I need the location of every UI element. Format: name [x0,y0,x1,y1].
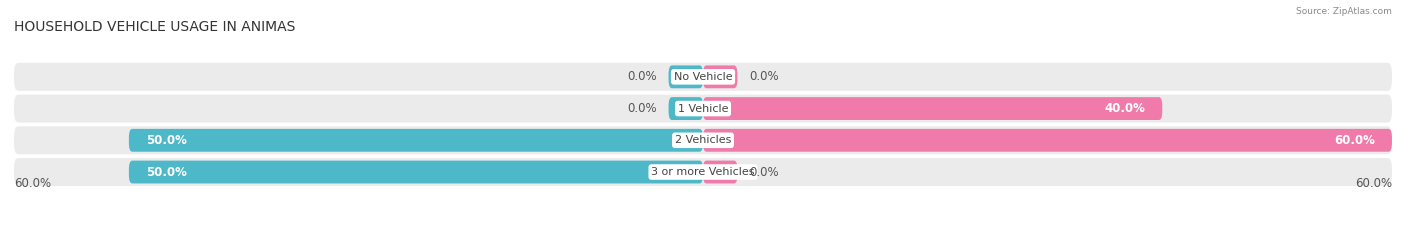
FancyBboxPatch shape [669,97,703,120]
Text: 60.0%: 60.0% [1355,177,1392,190]
Text: 0.0%: 0.0% [749,70,779,83]
FancyBboxPatch shape [14,63,1392,91]
FancyBboxPatch shape [703,65,738,88]
FancyBboxPatch shape [669,65,703,88]
Text: 0.0%: 0.0% [627,70,657,83]
Text: HOUSEHOLD VEHICLE USAGE IN ANIMAS: HOUSEHOLD VEHICLE USAGE IN ANIMAS [14,20,295,34]
Text: 0.0%: 0.0% [627,102,657,115]
FancyBboxPatch shape [14,126,1392,154]
FancyBboxPatch shape [703,161,738,183]
FancyBboxPatch shape [14,158,1392,186]
Text: 60.0%: 60.0% [1334,134,1375,147]
FancyBboxPatch shape [14,95,1392,123]
Text: 0.0%: 0.0% [749,165,779,178]
FancyBboxPatch shape [703,97,1163,120]
Text: No Vehicle: No Vehicle [673,72,733,82]
Text: 40.0%: 40.0% [1104,102,1144,115]
Text: Source: ZipAtlas.com: Source: ZipAtlas.com [1296,7,1392,16]
FancyBboxPatch shape [703,129,1392,152]
FancyBboxPatch shape [129,129,703,152]
FancyBboxPatch shape [129,161,703,183]
Text: 50.0%: 50.0% [146,134,187,147]
Text: 2 Vehicles: 2 Vehicles [675,135,731,145]
Text: 50.0%: 50.0% [146,165,187,178]
Text: 60.0%: 60.0% [14,177,51,190]
Text: 1 Vehicle: 1 Vehicle [678,103,728,113]
Text: 3 or more Vehicles: 3 or more Vehicles [651,167,755,177]
